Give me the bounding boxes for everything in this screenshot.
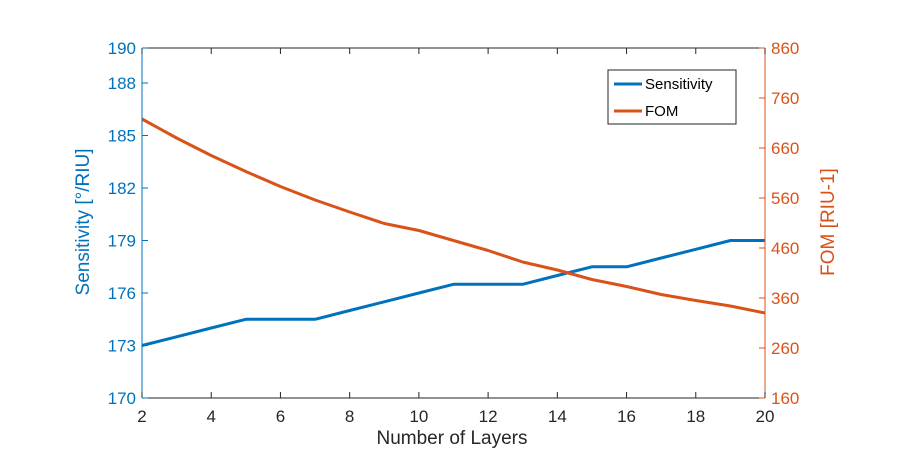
legend-box	[607, 69, 737, 125]
legend-label-fom: FOM	[645, 103, 678, 120]
ticks: 2 4 6 8 10 12 14 16 18 20 170 173 176 179 182 185 188 190…	[108, 39, 800, 426]
right-y-tick-label: 360	[771, 289, 799, 308]
x-tick-label: 6	[276, 407, 285, 426]
series-line-fom	[141, 117, 766, 315]
left-y-tick-label: 185	[108, 127, 136, 146]
series-line-sensitivity	[141, 239, 765, 347]
right-y-tick-label: 660	[771, 139, 799, 158]
x-tick-label: 8	[345, 407, 354, 426]
x-tick-label: 18	[686, 407, 705, 426]
x-tick-label: 20	[756, 407, 775, 426]
left-y-tick-label: 173	[108, 337, 136, 356]
left-y-tick-label: 179	[108, 232, 136, 251]
axes	[141, 47, 766, 399]
right-y-tick-label: 560	[771, 189, 799, 208]
right-y-tick-label: 760	[771, 89, 799, 108]
left-y-tick-label: 176	[108, 284, 136, 303]
right-y-tick-label: 860	[771, 39, 799, 58]
x-tick-label: 16	[617, 407, 636, 426]
left-y-tick-label: 188	[108, 74, 136, 93]
legend: Sensitivity FOM	[607, 69, 737, 125]
series-lines	[141, 117, 766, 347]
x-tick-label: 12	[479, 407, 498, 426]
x-tick-label: 4	[206, 407, 215, 426]
right-y-tick-label: 260	[771, 339, 799, 358]
x-axis-label: Number of Layers	[376, 428, 527, 449]
left-y-axis-label: Sensitivity [°/RIU]	[73, 149, 94, 296]
x-tick-label: 2	[137, 407, 146, 426]
left-y-tick-label: 182	[108, 179, 136, 198]
legend-label-sensitivity: Sensitivity	[645, 76, 713, 93]
left-y-tick-label: 190	[108, 39, 136, 58]
x-tick-label: 10	[409, 407, 428, 426]
right-y-tick-label: 160	[771, 389, 799, 408]
x-tick-label: 14	[548, 407, 567, 426]
right-y-tick-label: 460	[771, 239, 799, 258]
right-y-axis-label: FOM [RIU-1]	[818, 168, 839, 276]
left-y-tick-label: 170	[108, 389, 136, 408]
